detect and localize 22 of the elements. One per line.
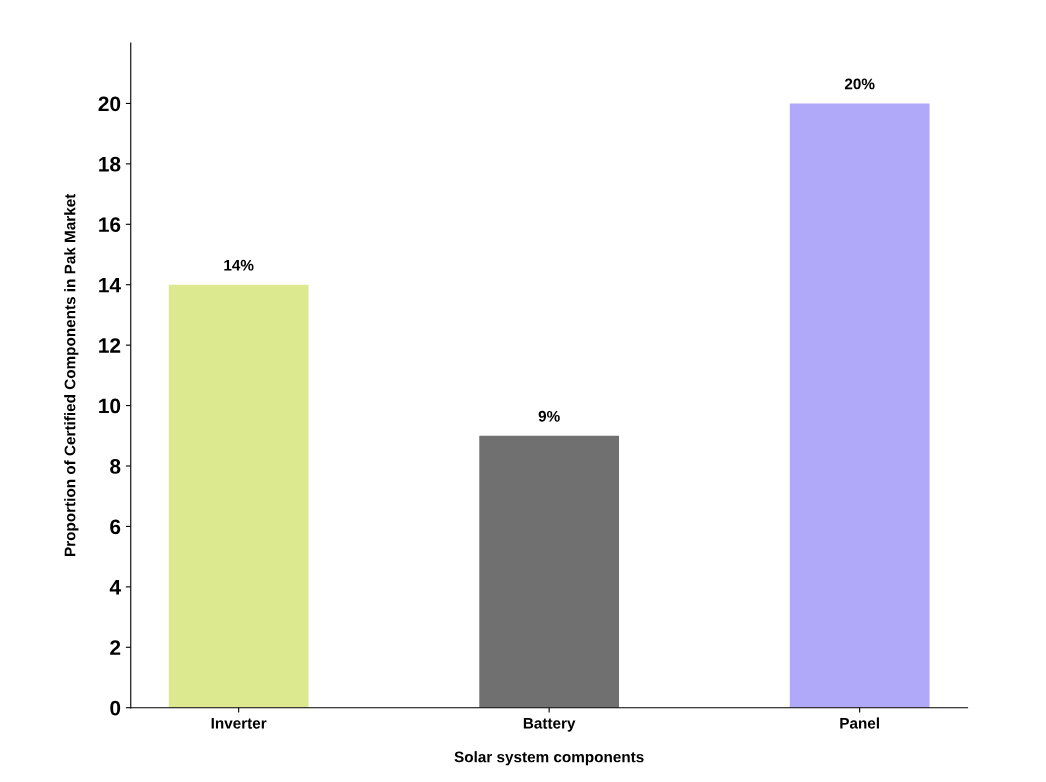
y-tick-label: 2 <box>110 640 121 655</box>
y-tick-label: 18 <box>99 156 121 172</box>
y-tick-label: 14 <box>99 277 121 293</box>
y-tick-label: 8 <box>110 459 121 474</box>
x-tick-label: Inverter <box>211 717 267 729</box>
y-tick-label: 0 <box>110 700 121 716</box>
data-label: 9% <box>538 410 560 422</box>
x-axis-title: Solar system components <box>454 751 644 766</box>
y-tick-label: 10 <box>99 398 121 414</box>
x-tick-label: Panel <box>840 717 879 729</box>
bar <box>479 435 620 708</box>
bar <box>168 284 309 708</box>
y-axis-title: Proportion of Certified Components in Pak Market <box>64 193 79 556</box>
bar <box>789 103 930 708</box>
y-tick-label: 6 <box>110 519 121 535</box>
y-tick-label: 16 <box>99 217 121 233</box>
y-tick-label: 4 <box>109 580 121 595</box>
data-label: 20% <box>844 78 875 90</box>
y-tick-label: 12 <box>99 338 121 353</box>
data-label: 14% <box>224 259 254 271</box>
x-tick-label: Battery <box>523 717 576 732</box>
y-tick-label: 20 <box>98 96 121 112</box>
